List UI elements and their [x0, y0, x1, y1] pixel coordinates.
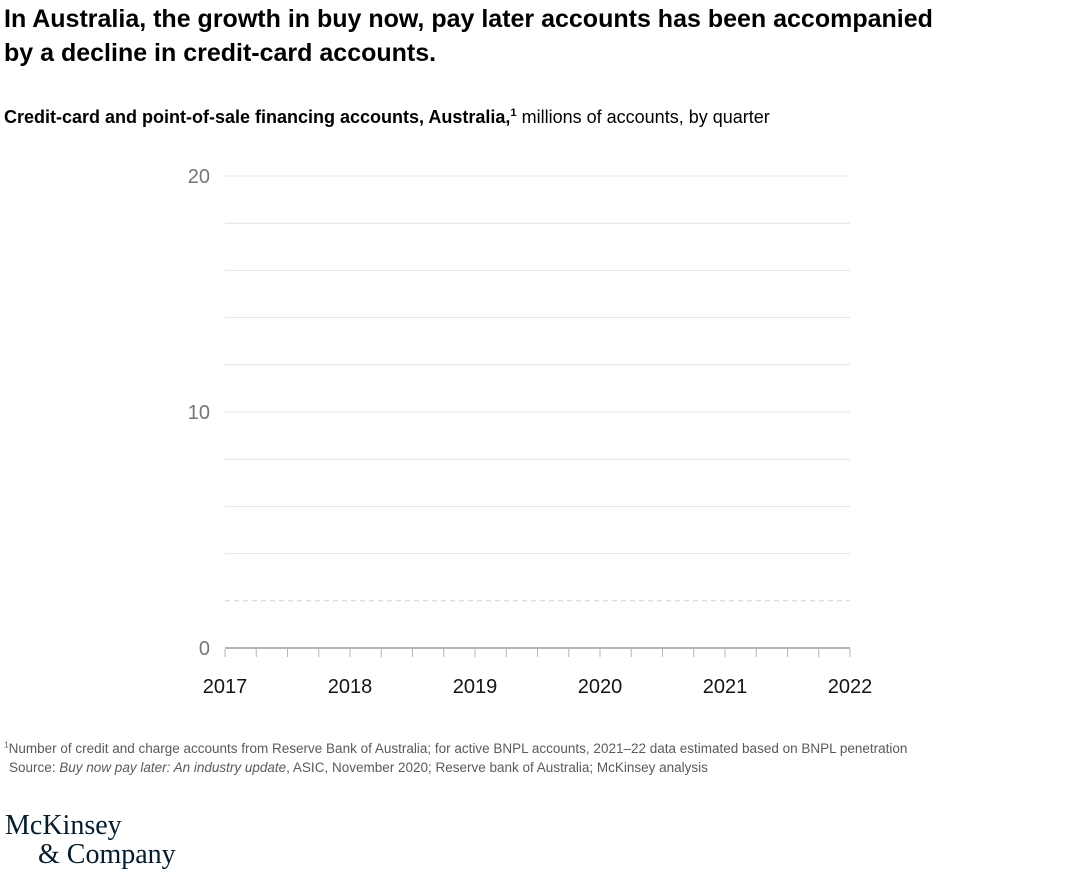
chart-subtitle: Credit-card and point-of-sale financing … [4, 105, 1074, 129]
source-prefix: Source: [9, 760, 60, 775]
x-axis-label: 2017 [203, 676, 248, 698]
x-axis-label: 2019 [453, 676, 498, 698]
source-title-italic: Buy now pay later: An industry update [59, 760, 287, 775]
subtitle-footnote-marker: 1 [510, 107, 517, 119]
footnote-marker: 1 [4, 739, 9, 750]
chart-canvas: 0 10 20 2017 2018 2019 2020 2021 2022 [188, 166, 873, 698]
chart-subtitle-units: millions of accounts, by quarter [516, 107, 770, 127]
x-axis-label: 2018 [328, 676, 373, 698]
chart-subtitle-bold: Credit-card and point-of-sale financing … [4, 107, 511, 127]
y-axis-label: 10 [188, 402, 210, 424]
source-suffix: , ASIC, November 2020; Reserve bank of A… [286, 760, 708, 775]
exhibit-title-line1: In Australia, the growth in buy now, pay… [4, 5, 933, 33]
footnote-text: Number of credit and charge accounts fro… [8, 741, 908, 756]
x-axis-label: 2022 [828, 676, 873, 698]
exhibit-title: In Australia, the growth in buy now, pay… [4, 2, 1074, 70]
footnote-line: 1Number of credit and charge accounts fr… [4, 739, 1044, 758]
mckinsey-logo: McKinsey & Company [5, 811, 176, 869]
exhibit-title-line2: by a decline in credit-card accounts. [4, 39, 437, 67]
y-axis-label: 0 [199, 638, 210, 660]
logo-line2: & Company [38, 839, 176, 870]
y-axis-label: 20 [188, 166, 210, 188]
source-line: Source: Buy now pay later: An industry u… [4, 758, 1044, 777]
x-axis-label: 2021 [703, 676, 748, 698]
logo-line1: McKinsey [5, 810, 122, 841]
x-axis-label: 2020 [578, 676, 623, 698]
footnote-block: 1Number of credit and charge accounts fr… [4, 739, 1044, 777]
